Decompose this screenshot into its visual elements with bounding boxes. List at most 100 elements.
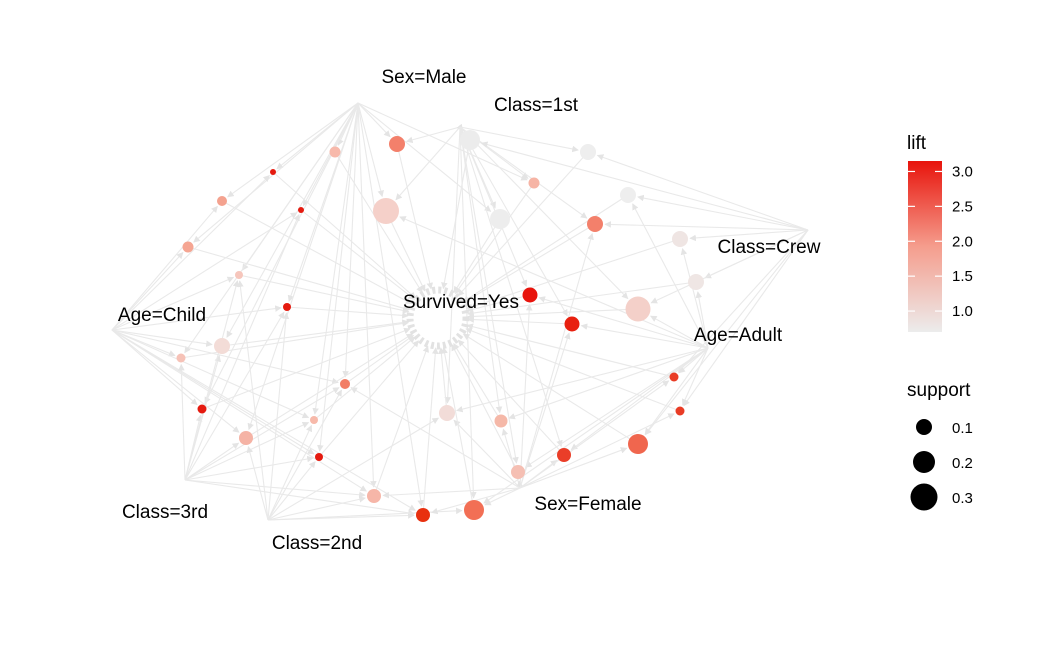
rule-node [494,414,508,428]
rule-node [460,130,480,150]
rule-nodes [176,130,704,522]
rule-edge [184,479,366,499]
rule-edge [187,246,410,312]
rule-edge [180,320,410,359]
rule-node [557,448,571,462]
rule-edge [267,507,463,521]
rule-node [528,177,540,189]
rule-edge [395,126,461,201]
lift-ticks: 3.0 2.5 2.0 1.5 1.0 [908,163,973,320]
rule-edge [286,306,409,319]
support-key-label: 0.3 [952,490,973,507]
rule-edge [454,182,535,295]
rule-edge [444,126,461,404]
rule-edge [245,333,414,439]
rule-edge [519,380,670,489]
rule-edge [637,194,809,231]
rule-edge [467,308,639,320]
rule-node [675,406,685,416]
rule-edge [111,252,184,331]
rule-edge [441,139,471,290]
rule-node [439,405,455,421]
item-label-class-crew: Class=Crew [718,237,821,258]
rule-edge [467,316,573,325]
rule-node [373,198,399,224]
rule-edge [226,102,359,338]
lift-legend-title: lift [907,133,927,154]
rule-node [367,489,381,503]
support-key-label: 0.1 [952,420,973,437]
rule-edge [519,413,675,489]
rule-node [182,241,194,253]
rule-node [625,296,651,322]
rule-edge [519,332,571,489]
rule-node [298,207,304,213]
rule-node [628,434,648,454]
rule-edge [484,487,521,506]
rule-edge [457,339,565,456]
lift-tick-label: 3.0 [952,163,973,180]
rule-edge [300,209,415,300]
rule-edge [650,315,709,349]
rule-edge [247,102,359,431]
rule-edge [459,126,519,464]
rule-node [340,379,350,389]
item-label-sex-male: Sex=Male [381,67,466,88]
rule-edge [267,417,439,521]
rule-edge [317,102,359,452]
rule-edge [438,347,448,414]
item-label-class-2nd: Class=2nd [272,533,362,554]
rule-edge [227,102,359,198]
rule-edge [111,305,282,331]
rule-edge [238,274,410,314]
rule-edge [519,303,533,489]
lift-colorbar [908,161,942,332]
rule-edge [422,347,439,516]
rule-node [235,271,243,279]
rule-node [490,209,510,229]
rule-node [283,303,291,311]
rule-edge [677,229,809,373]
rule-edge [272,171,417,299]
rule-edge [318,340,419,458]
rule-edge [453,343,502,422]
rule-edge [201,327,411,410]
item-label-class-1st: Class=1st [494,95,579,116]
item-label-age-child: Age=Child [118,305,206,326]
rule-edge [357,102,384,198]
rule-edge [237,280,269,521]
item-label-survived-yes: Survived=Yes [403,292,519,313]
rule-edge [463,223,596,304]
rule-edge [111,329,416,511]
rule-node [522,287,538,303]
rule-edge [524,347,709,468]
rule-edge [453,218,501,294]
rule-edge [111,329,198,406]
support-legend: support 0.1 0.2 0.3 [907,380,973,511]
rule-edge [462,194,629,303]
rule-edge [466,294,531,313]
rule-node [310,416,318,424]
lift-tick-label: 1.5 [952,268,973,285]
rule-edge [459,126,503,414]
rule-edges [111,102,809,521]
rule-edge [396,143,433,290]
rule-edge [111,276,235,331]
rule-edge [644,347,709,435]
rule-edge [441,346,475,511]
rule-edge [350,387,521,489]
lift-tick-label: 1.0 [952,303,973,320]
rule-node [239,431,253,445]
rule-node [315,453,323,461]
rule-edge [682,347,709,406]
rule-edge [184,442,240,481]
rule-edge [267,424,313,521]
rule-edge [267,312,290,521]
rule-edge [695,291,709,349]
rule-node [464,500,484,520]
lift-tick-label: 2.5 [952,198,973,215]
rule-edge [221,319,409,347]
rule-edge [465,238,681,310]
rule-edge [313,336,416,421]
